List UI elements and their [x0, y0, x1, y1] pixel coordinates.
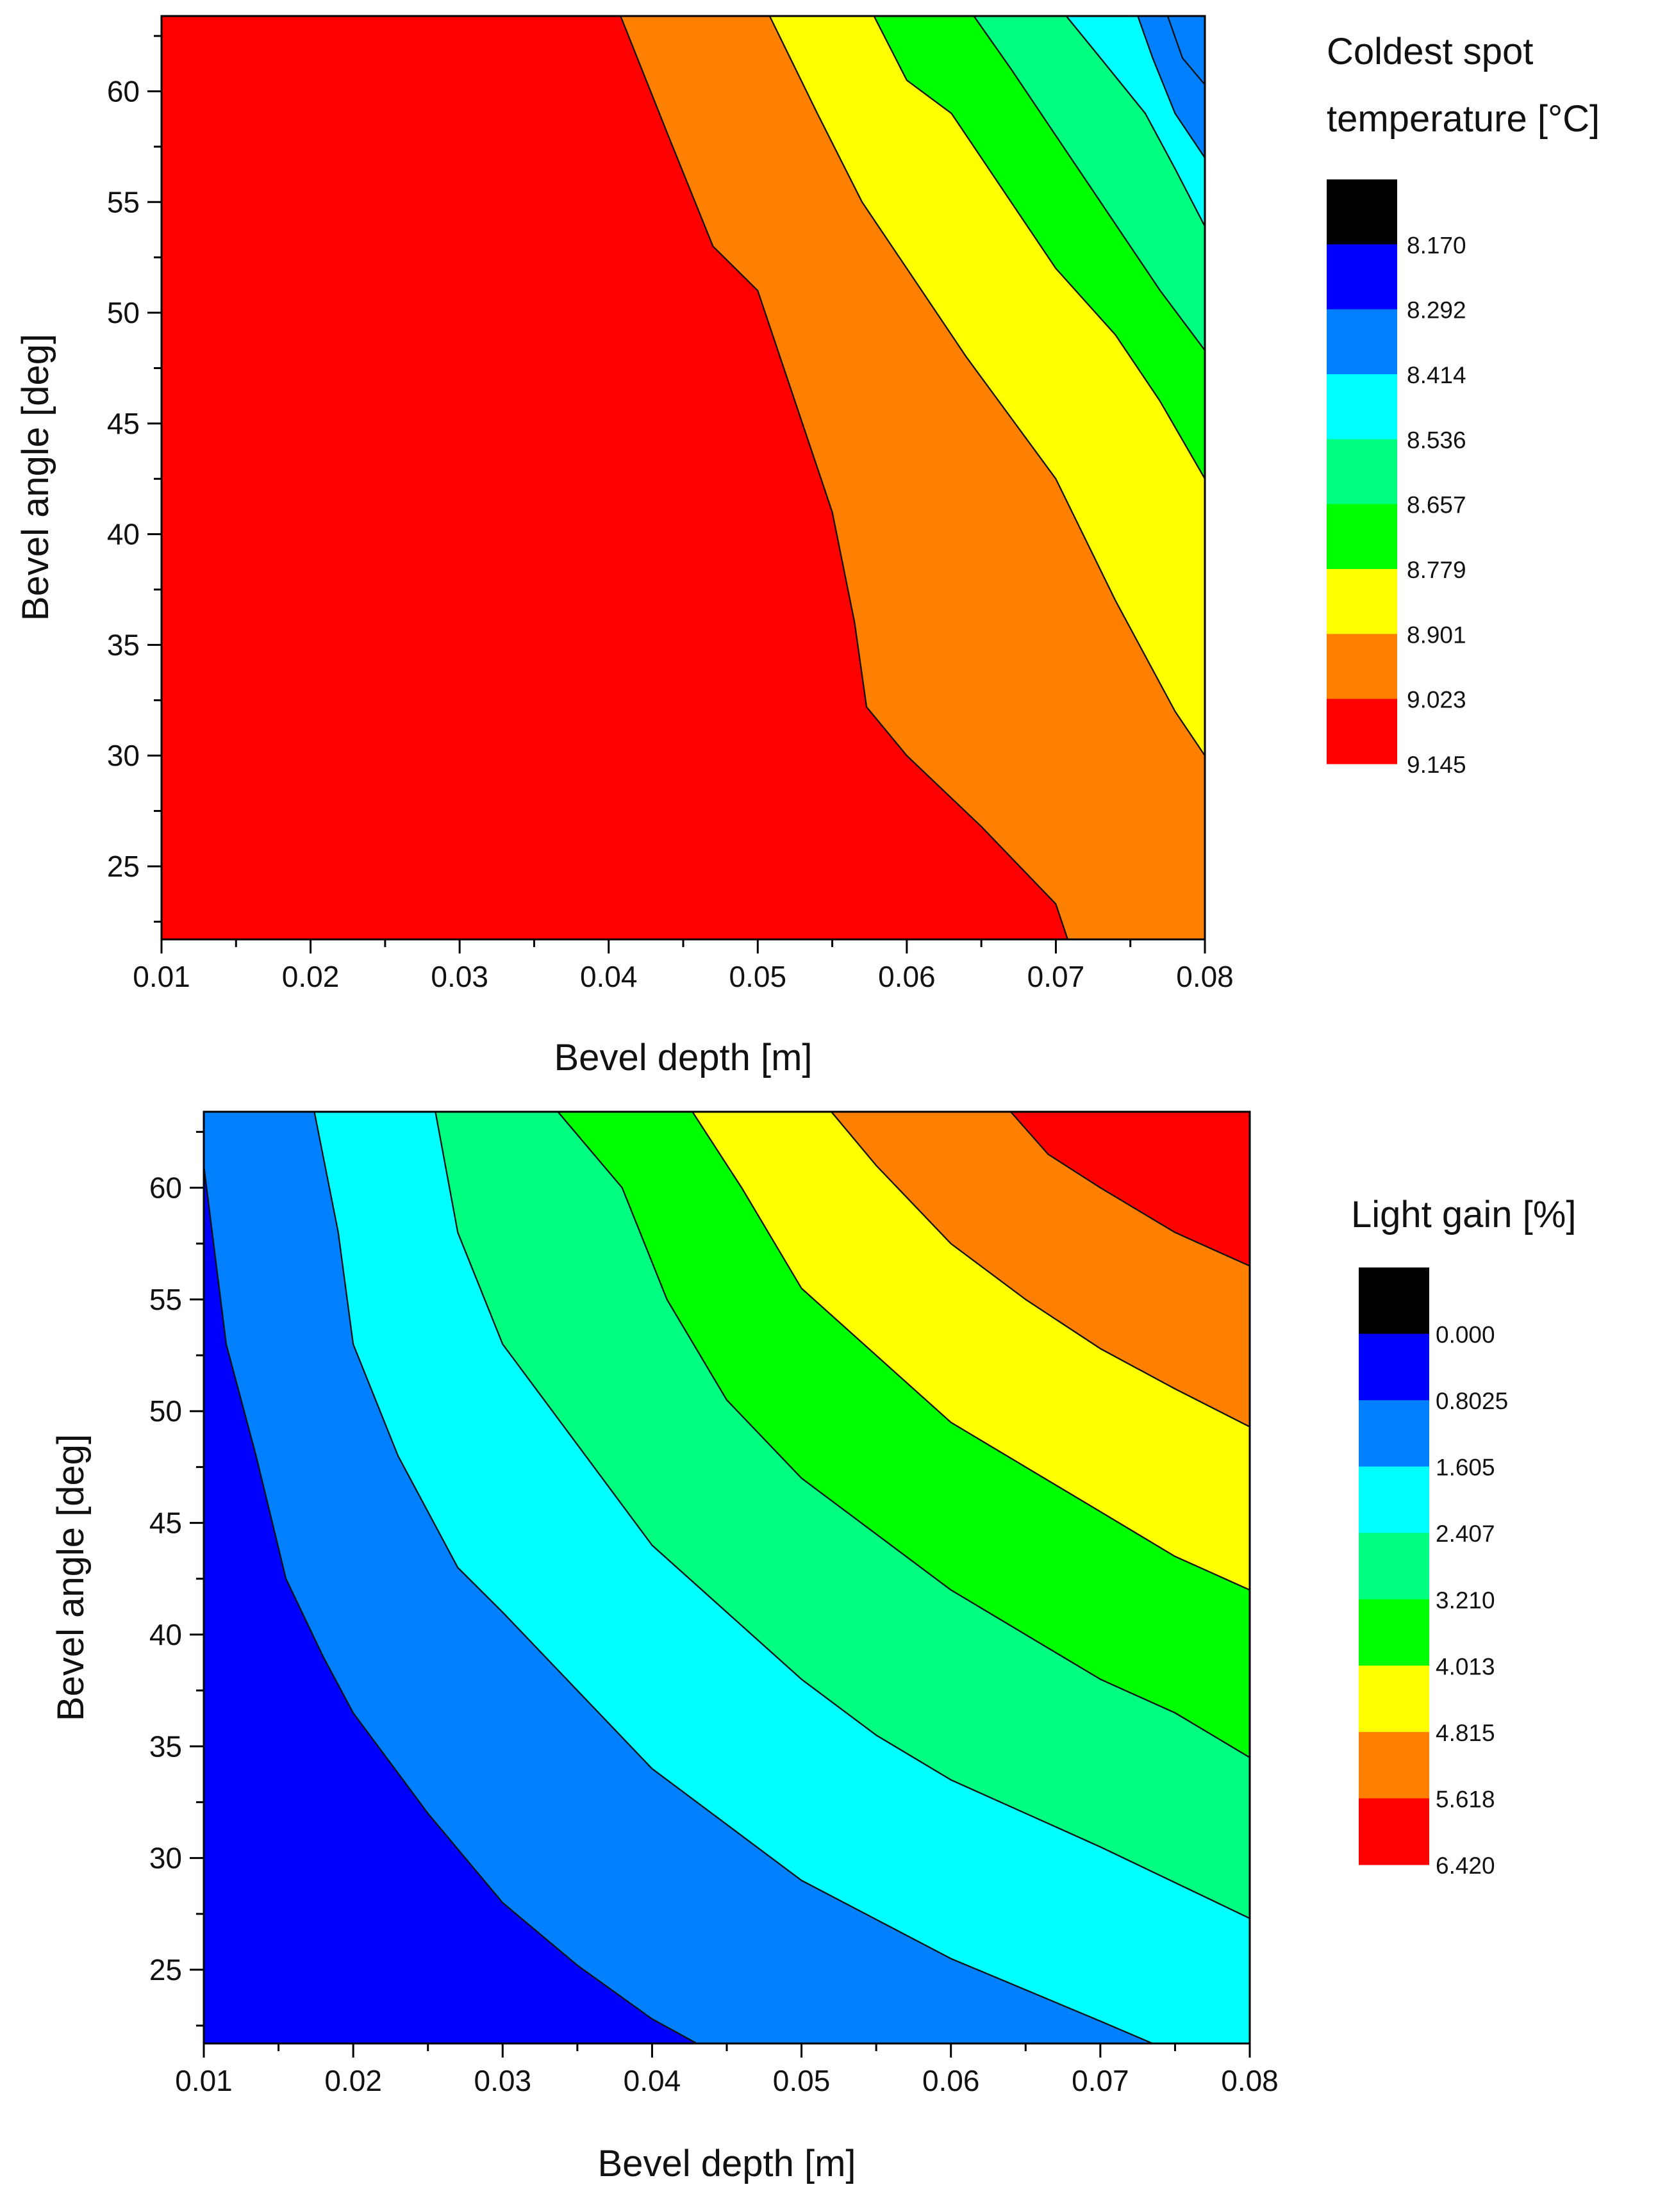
- p1-legend-swatch: [1359, 1665, 1429, 1733]
- p0-x-tick-label: 0.03: [431, 960, 488, 993]
- p1-legend-label: 3.210: [1436, 1587, 1495, 1614]
- p1-x-tick-label: 0.03: [474, 2064, 532, 2097]
- p1-legend-title: Light gain [%]: [1351, 1194, 1576, 1235]
- p0-x-tick-labels: 0.01 0.02 0.03 0.04 0.05 0.06 0.07 0.08: [133, 960, 1234, 993]
- p1-legend-label: 2.407: [1436, 1521, 1495, 1547]
- p0-legend-swatch: [1327, 309, 1397, 375]
- p0-x-axis-title: Bevel depth [m]: [554, 1037, 813, 1078]
- p0-y-tick-label: 45: [107, 407, 140, 440]
- p0-legend-swatch: [1327, 244, 1397, 310]
- p0-legend-label: 8.779: [1407, 557, 1466, 583]
- p1-y-tick-labels: 25 30 35 40 45 50 55 60: [149, 1171, 182, 1986]
- p0-y-tick-label: 40: [107, 518, 140, 551]
- p0-y-tick-label: 55: [107, 185, 140, 219]
- p0-legend-swatch: [1327, 374, 1397, 440]
- p1-legend-swatch: [1359, 1400, 1429, 1467]
- p0-legend-label: 9.023: [1407, 687, 1466, 713]
- panel-coldest-spot: 0.01 0.02 0.03 0.04 0.05 0.06 0.07 0.08 25 30 35 4…: [15, 15, 1600, 1078]
- p1-legend-label: 0.000: [1436, 1322, 1495, 1348]
- p1-legend-label: 6.420: [1436, 1853, 1495, 1879]
- p0-axis-ticks: [147, 35, 1206, 953]
- p1-contour-regions: [203, 1110, 1251, 2045]
- p0-legend-labels: 8.170 8.292 8.414 8.536 8.657 8.779 8.901 9.023…: [1407, 232, 1466, 778]
- p0-legend-label: 8.292: [1407, 297, 1466, 324]
- p0-y-axis-title: Bevel angle [deg]: [15, 334, 56, 621]
- p0-x-tick-label: 0.06: [878, 960, 936, 993]
- p0-y-tick-label: 25: [107, 850, 140, 883]
- p0-legend-label: 8.170: [1407, 232, 1466, 258]
- p1-x-tick-label: 0.06: [922, 2064, 980, 2097]
- p1-y-tick-label: 40: [149, 1618, 182, 1651]
- p1-y-tick-label: 25: [149, 1953, 182, 1986]
- p1-y-axis-title: Bevel angle [deg]: [50, 1434, 92, 1721]
- p1-legend-swatch: [1359, 1731, 1429, 1799]
- p1-y-tick-label: 55: [149, 1283, 182, 1316]
- p0-x-tick-label: 0.07: [1027, 960, 1085, 993]
- p0-legend-title-line-2: temperature [°C]: [1327, 98, 1600, 140]
- p1-legend-swatch: [1359, 1333, 1429, 1401]
- p1-y-tick-label: 35: [149, 1729, 182, 1763]
- p0-legend-swatch: [1327, 698, 1397, 764]
- p0-legend-swatch: [1327, 179, 1397, 245]
- p0-legend-label: 8.657: [1407, 492, 1466, 518]
- p0-legend-swatch: [1327, 634, 1397, 700]
- p0-x-tick-label: 0.02: [282, 960, 340, 993]
- p1-x-tick-label: 0.01: [175, 2064, 233, 2097]
- p0-contour-regions: [160, 15, 1206, 941]
- p1-x-tick-labels: 0.01 0.02 0.03 0.04 0.05 0.06 0.07 0.08: [175, 2064, 1279, 2097]
- p0-legend-label: 8.901: [1407, 622, 1466, 648]
- p1-axis-ticks: [190, 1130, 1251, 2058]
- p1-legend-labels: 0.000 0.8025 1.605 2.407 3.210 4.013 4.815 5.61…: [1436, 1322, 1508, 1879]
- p0-y-tick-label: 35: [107, 628, 140, 661]
- p0-legend-title-line-1: Coldest spot: [1327, 31, 1533, 72]
- p1-x-tick-label: 0.04: [624, 2064, 681, 2097]
- p1-x-tick-label: 0.08: [1221, 2064, 1279, 2097]
- p0-legend-swatches: [1327, 179, 1397, 764]
- p1-legend-label: 4.815: [1436, 1720, 1495, 1746]
- p1-x-tick-label: 0.05: [773, 2064, 831, 2097]
- p1-legend-swatch: [1359, 1599, 1429, 1666]
- p1-y-tick-label: 45: [149, 1506, 182, 1540]
- p0-y-tick-label: 60: [107, 74, 140, 108]
- p0-x-tick-label: 0.01: [133, 960, 190, 993]
- p1-legend-swatch: [1359, 1533, 1429, 1600]
- p0-legend-label: 8.414: [1407, 362, 1466, 388]
- p1-legend: Light gain [%] 0.000 0.8025 1.605 2.407 3.21…: [1351, 1194, 1576, 1879]
- p1-x-tick-label: 0.07: [1072, 2064, 1129, 2097]
- p1-y-tick-label: 50: [149, 1394, 182, 1428]
- p1-legend-swatches: [1359, 1267, 1429, 1865]
- p1-y-tick-label: 30: [149, 1842, 182, 1875]
- p1-x-tick-label: 0.02: [324, 2064, 382, 2097]
- p0-legend-label: 8.536: [1407, 427, 1466, 453]
- p1-x-axis-title: Bevel depth [m]: [598, 2143, 856, 2184]
- p1-legend-swatch: [1359, 1798, 1429, 1865]
- p1-legend-swatch: [1359, 1267, 1429, 1335]
- p1-legend-label: 0.8025: [1436, 1388, 1508, 1414]
- panel-light-gain: 0.01 0.02 0.03 0.04 0.05 0.06 0.07 0.08 25 30 35 4…: [50, 1110, 1576, 2184]
- p0-x-tick-label: 0.04: [580, 960, 638, 993]
- p0-legend-label: 9.145: [1407, 752, 1466, 778]
- p0-y-tick-labels: 25 30 35 40 45 50 55 60: [107, 74, 140, 882]
- p0-x-tick-label: 0.08: [1176, 960, 1234, 993]
- p1-legend-swatch: [1359, 1466, 1429, 1533]
- p0-x-tick-label: 0.05: [729, 960, 787, 993]
- p1-legend-label: 5.618: [1436, 1786, 1495, 1812]
- p0-legend: Coldest spot temperature [°C] 8.170 8.292…: [1327, 31, 1600, 778]
- p1-legend-label: 4.013: [1436, 1653, 1495, 1680]
- p0-y-tick-label: 50: [107, 296, 140, 329]
- p0-y-tick-label: 30: [107, 739, 140, 772]
- p0-legend-swatch: [1327, 504, 1397, 570]
- p1-legend-label: 1.605: [1436, 1455, 1495, 1481]
- p0-legend-swatch: [1327, 439, 1397, 505]
- p0-legend-swatch: [1327, 569, 1397, 634]
- p1-y-tick-label: 60: [149, 1171, 182, 1205]
